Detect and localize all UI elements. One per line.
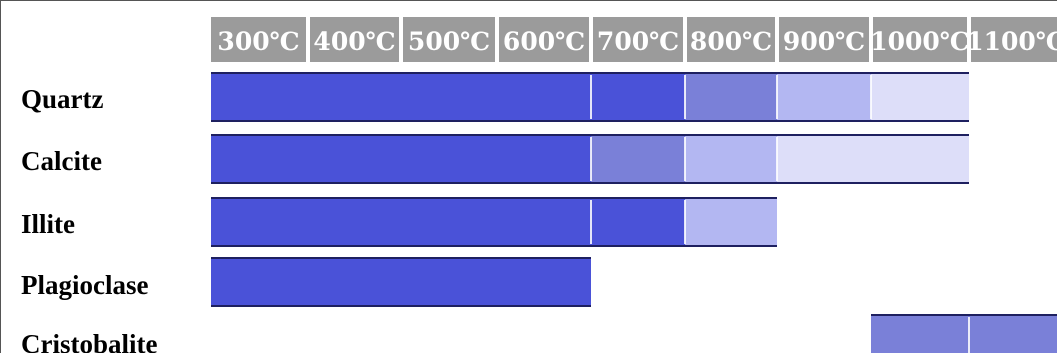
- mineral-label: Calcite: [21, 146, 102, 176]
- temperature-header-label: 400℃: [313, 27, 395, 56]
- intensity-bar-segment: [211, 198, 591, 246]
- intensity-bar-segment: [871, 73, 969, 121]
- temperature-header-cell: [211, 17, 306, 62]
- temperature-header-cell: [779, 17, 869, 62]
- intensity-bar-segment: [591, 198, 685, 246]
- temperature-header-label: 700℃: [597, 27, 679, 56]
- mineral-label: Illite: [21, 209, 75, 239]
- intensity-bar-segment: [685, 73, 777, 121]
- intensity-bar-segment: [591, 135, 685, 183]
- intensity-bar-segment: [591, 73, 685, 121]
- temperature-header-label: 1100℃: [966, 27, 1057, 56]
- temperature-header-label: 600℃: [503, 27, 585, 56]
- intensity-bar-segment: [685, 135, 777, 183]
- intensity-bar-segment: [777, 73, 871, 121]
- intensity-bar-segment: [211, 135, 591, 183]
- mineral-label: Plagioclase: [21, 270, 148, 300]
- mineral-label: Cristobalite: [21, 329, 157, 353]
- temperature-header-label: 800℃: [690, 27, 772, 56]
- temperature-header-cell: [873, 17, 967, 62]
- temperature-header-label: 1000℃: [870, 27, 970, 56]
- temperature-header-label: 500℃: [408, 27, 490, 56]
- temperature-header-cell: [499, 17, 589, 62]
- temperature-header-cell: [971, 17, 1057, 62]
- temperature-header-label: 300℃: [217, 27, 299, 56]
- temperature-header-cell: [403, 17, 495, 62]
- mineral-label: Quartz: [21, 84, 103, 114]
- intensity-bar-segment: [211, 258, 591, 306]
- intensity-bar-segment: [685, 198, 777, 246]
- temperature-header-cell: [310, 17, 399, 62]
- intensity-bar-segment: [969, 315, 1057, 353]
- intensity-bar-segment: [871, 315, 969, 353]
- intensity-bar-segment: [211, 73, 591, 121]
- temperature-header-label: 900℃: [783, 27, 865, 56]
- temperature-header-cell: [593, 17, 683, 62]
- intensity-bar-segment: [777, 135, 969, 183]
- temperature-header-cell: [687, 17, 775, 62]
